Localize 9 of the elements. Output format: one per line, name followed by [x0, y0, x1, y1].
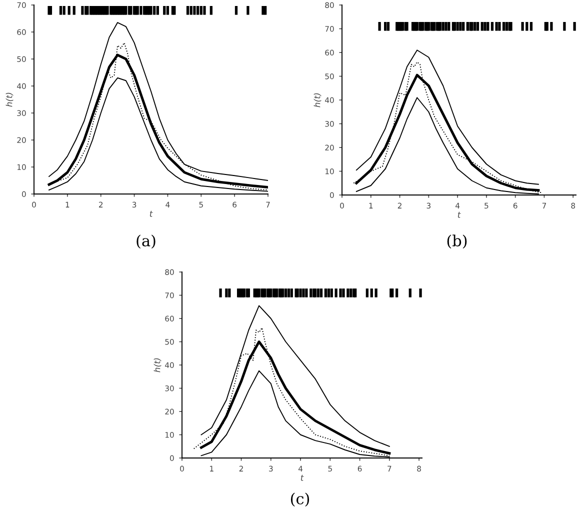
- text: (c): [290, 492, 310, 507]
- y-axis-title: h(t): [314, 93, 322, 108]
- y-axis-title: h(t): [154, 358, 162, 372]
- y-axis-title: h(t): [6, 92, 14, 107]
- x-axis-title: t: [458, 212, 461, 218]
- text: (b): [447, 234, 467, 249]
- text: (a): [136, 234, 156, 249]
- x-axis-title: t: [300, 474, 304, 481]
- x-axis-title: t: [150, 210, 153, 217]
